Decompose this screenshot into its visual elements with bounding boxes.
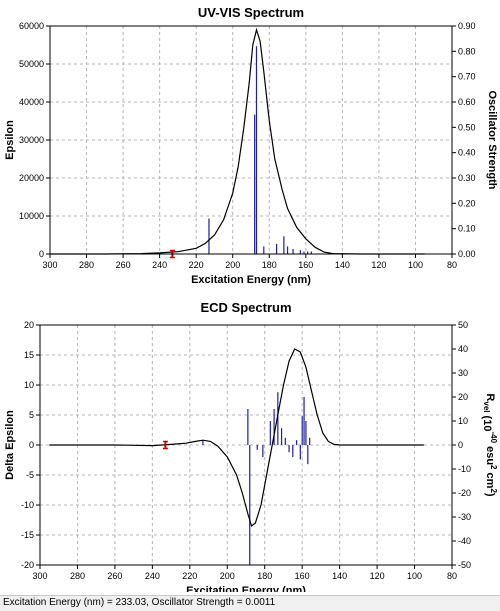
x-tick-label: 300 — [42, 260, 57, 270]
y-right-tick-label: 50 — [458, 320, 468, 330]
y-right-tick-label: 0.00 — [458, 249, 476, 259]
x-tick-label: 180 — [262, 260, 277, 270]
plot-frame — [39, 324, 453, 566]
y-tick-label: 60000 — [19, 21, 44, 31]
x-tick-label: 140 — [332, 571, 347, 581]
chart-title: UV-VIS Spectrum — [198, 5, 304, 20]
x-tick-label: 100 — [407, 571, 422, 581]
ecd-chart[interactable]: 300 280 260 240 220 200 180 160 140 120 100 80-20-1… — [0, 297, 500, 592]
y-right-tick-label: -20 — [458, 488, 471, 498]
x-tick-label: 240 — [145, 571, 160, 581]
y-right-axis-label-part: (10 — [481, 412, 493, 431]
y-tick-label: 15 — [24, 350, 34, 360]
y-tick-label: 0 — [39, 249, 44, 259]
chart-title: ECD Spectrum — [200, 300, 291, 315]
y-right-tick-label: 0.70 — [458, 72, 476, 82]
y-tick-label: -10 — [21, 500, 34, 510]
y-tick-label: 0 — [29, 440, 34, 450]
y-axis-label: Delta Epsilon — [4, 410, 16, 480]
y-right-axis-label-part: esu — [484, 443, 496, 465]
x-tick-label: 280 — [79, 260, 94, 270]
y-tick-label: 10 — [24, 380, 34, 390]
y-right-axis-label: Oscillator Strength — [486, 90, 498, 189]
x-tick-label: 120 — [371, 260, 386, 270]
y-right-tick-label: 0.60 — [458, 97, 476, 107]
y-right-tick-label: 0.50 — [458, 122, 476, 132]
x-tick-label: 120 — [370, 571, 385, 581]
spectrum-curve[interactable] — [50, 27, 425, 255]
x-tick-label: 160 — [295, 571, 310, 581]
x-axis-label: Excitation Energy (nm) — [186, 585, 306, 592]
status-bar: Excitation Energy (nm) = 233.03, Oscilla… — [0, 595, 500, 611]
x-tick-label: 220 — [189, 260, 204, 270]
x-tick-label: 140 — [335, 260, 350, 270]
x-tick-label: 220 — [182, 571, 197, 581]
y-right-axis-label: Rvel (10-40 esu2 cm2) — [481, 393, 498, 497]
x-tick-label: 280 — [70, 571, 85, 581]
y-right-axis-label-part: -40 — [489, 431, 498, 443]
y-right-axis-label-part: 2 — [489, 465, 498, 470]
x-tick-label: 100 — [408, 260, 423, 270]
y-right-tick-label: 40 — [458, 344, 468, 354]
status-text: Excitation Energy (nm) = 233.03, Oscilla… — [3, 597, 276, 608]
y-right-tick-label: -40 — [458, 536, 471, 546]
y-tick-label: 40000 — [19, 97, 44, 107]
uv-vis-chart[interactable]: 300 280 260 240 220 200 180 160 140 120 100 80 0 1000… — [0, 0, 500, 300]
y-right-tick-label: -10 — [458, 464, 471, 474]
y-right-axis-label-part: ) — [484, 493, 496, 497]
x-tick-label: 80 — [447, 571, 457, 581]
y-tick-label: 20000 — [19, 173, 44, 183]
y-right-axis-label-part: R — [484, 393, 496, 401]
y-right-tick-label: 10 — [458, 416, 468, 426]
y-tick-label: -5 — [26, 470, 34, 480]
x-tick-label: 200 — [225, 260, 240, 270]
x-tick-label: 80 — [447, 260, 457, 270]
y-tick-label: 30000 — [19, 135, 44, 145]
x-tick-label: 200 — [220, 571, 235, 581]
y-axis-label: Epsilon — [4, 120, 16, 160]
y-right-tick-label: 20 — [458, 392, 468, 402]
y-right-tick-label: 30 — [458, 368, 468, 378]
y-right-tick-label: 0.30 — [458, 173, 476, 183]
y-right-tick-label: -30 — [458, 512, 471, 522]
y-right-axis-label-part: vel — [482, 401, 491, 412]
y-right-tick-label: 0.10 — [458, 224, 476, 234]
x-tick-label: 260 — [116, 260, 131, 270]
x-axis-label: Excitation Energy (nm) — [191, 274, 311, 286]
y-tick-label: 50000 — [19, 59, 44, 69]
x-tick-label: 180 — [257, 571, 272, 581]
x-tick-label: 300 — [32, 571, 47, 581]
y-tick-label: -15 — [21, 530, 34, 540]
y-right-tick-label: 0.80 — [458, 46, 476, 56]
x-tick-label: 260 — [107, 571, 122, 581]
plot-frame — [49, 25, 453, 255]
spectrum-curve[interactable] — [49, 348, 424, 528]
y-right-axis-label-part: 2 — [489, 488, 498, 493]
y-right-tick-label: 0.90 — [458, 21, 476, 31]
y-right-tick-label: 0.20 — [458, 198, 476, 208]
y-right-axis-label-part: cm — [484, 469, 496, 488]
y-right-tick-label: 0 — [458, 440, 463, 450]
selected-marker[interactable] — [162, 440, 168, 450]
y-tick-label: 10000 — [19, 211, 44, 221]
y-tick-label: 5 — [29, 410, 34, 420]
y-right-tick-label: -50 — [458, 560, 471, 570]
y-tick-label: 20 — [24, 320, 34, 330]
y-right-tick-label: 0.40 — [458, 148, 476, 158]
y-tick-label: -20 — [21, 560, 34, 570]
x-tick-label: 240 — [152, 260, 167, 270]
x-tick-label: 160 — [298, 260, 313, 270]
